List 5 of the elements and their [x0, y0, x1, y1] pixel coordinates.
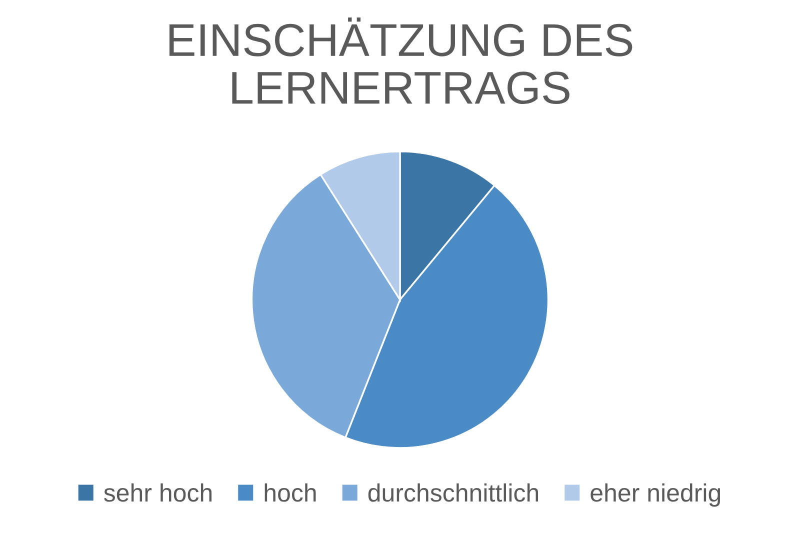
legend-label: durchschnittlich	[368, 483, 538, 502]
legend-label: sehr hoch	[104, 483, 212, 502]
legend-label: eher niedrig	[590, 483, 720, 507]
chart-title: EINSCHÄTZUNG DES LERNERTRAGS	[169, 18, 632, 104]
legend-label: hoch	[264, 483, 316, 502]
